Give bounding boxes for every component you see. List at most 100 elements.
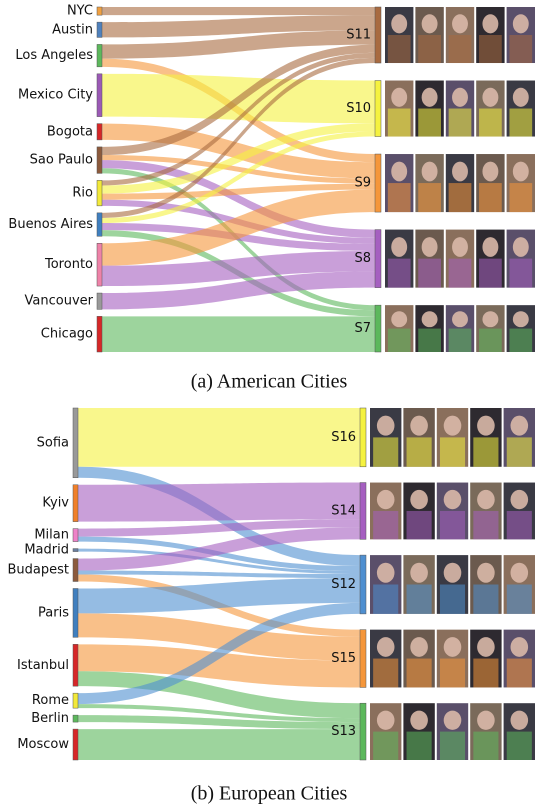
source-node (72, 728, 79, 761)
blurred-face (421, 161, 438, 182)
target-node (374, 304, 382, 353)
photo-clothing (479, 35, 502, 64)
photo-clothing (439, 584, 466, 614)
source-label: Chicago (41, 327, 93, 342)
photo-clothing (506, 437, 532, 467)
blurred-face (376, 637, 395, 657)
photo-clothing (387, 328, 411, 352)
flow (102, 15, 375, 38)
target-label: S7 (354, 321, 371, 336)
blurred-face (510, 415, 529, 436)
photo-clothing (473, 731, 499, 760)
flow (78, 408, 360, 467)
flow (78, 729, 360, 760)
photo-clothing (406, 510, 432, 540)
blurred-face (376, 562, 395, 583)
blurred-face (477, 489, 495, 510)
flow (78, 602, 360, 705)
source-node (96, 6, 103, 16)
target-label: S10 (346, 101, 371, 116)
blurred-face (391, 161, 408, 182)
photo-clothing (448, 35, 472, 64)
source-node (72, 484, 79, 522)
target-label: S9 (354, 176, 371, 191)
target-node (359, 407, 367, 468)
photo-clothing (473, 437, 499, 467)
blurred-face (477, 415, 495, 436)
photo-clothing (387, 183, 411, 213)
photo-clothing (509, 258, 533, 288)
source-node (96, 316, 103, 353)
blurred-face (512, 14, 529, 34)
source-label: Sao Paulo (30, 153, 93, 168)
source-label: Kyiv (42, 496, 69, 511)
target-node (359, 629, 367, 688)
source-node (72, 588, 79, 638)
source-label: Vancouver (25, 294, 94, 309)
flow (78, 527, 360, 571)
blurred-face (410, 562, 428, 583)
source-label: Rio (72, 186, 93, 201)
photo-clothing (373, 658, 399, 688)
source-label: Milan (34, 528, 69, 543)
photo-clothing (448, 108, 472, 137)
blurred-face (443, 710, 462, 730)
target-node (374, 229, 382, 288)
blurred-face (452, 14, 468, 34)
source-label: Los Angeles (15, 48, 93, 63)
photo-clothing (406, 584, 432, 614)
flow (102, 131, 375, 224)
blurred-face (452, 161, 468, 182)
flow (78, 704, 360, 723)
flow (102, 44, 375, 156)
source-node (96, 21, 103, 38)
photo-clothing (418, 35, 441, 64)
source-label: Austin (52, 22, 93, 37)
blurred-face (421, 87, 438, 107)
photo-clothing (506, 584, 532, 614)
target-label: S13 (331, 724, 356, 739)
blurred-face (452, 311, 468, 328)
source-node (72, 548, 79, 552)
photo-clothing (406, 731, 432, 760)
blurred-face (443, 562, 462, 583)
blurred-face (410, 489, 428, 510)
source-label: Rome (32, 693, 69, 708)
target-node (374, 80, 382, 137)
source-label: Paris (38, 605, 69, 620)
source-label: Budapest (8, 563, 70, 578)
blurred-face (452, 237, 468, 257)
source-label: Toronto (44, 257, 93, 272)
photo-clothing (439, 658, 466, 688)
photo-clothing (479, 258, 502, 288)
caption: (b) European Cities (191, 783, 348, 805)
source-node (72, 644, 79, 687)
source-label: Istanbul (17, 658, 69, 673)
blurred-face (376, 415, 395, 436)
blurred-face (421, 14, 438, 34)
target-label: S14 (331, 503, 356, 518)
blurred-face (391, 237, 408, 257)
photo-clothing (479, 108, 502, 137)
flow (102, 316, 375, 352)
photo-clothing (373, 584, 399, 614)
blurred-face (452, 87, 468, 107)
photo-clothing (373, 731, 399, 760)
flow (78, 578, 360, 614)
source-label: Bogota (47, 124, 93, 139)
blurred-face (477, 637, 495, 657)
flow (102, 123, 375, 194)
photo-clothing (448, 183, 472, 213)
blurred-face (391, 14, 408, 34)
flow (78, 644, 360, 688)
photo-clothing (418, 258, 441, 288)
photo-clothing (387, 35, 411, 64)
photo-clothing (448, 258, 472, 288)
photo-clothing (506, 510, 532, 540)
blurred-face (421, 311, 438, 328)
flow (78, 548, 360, 575)
target-node (359, 554, 367, 615)
flow (78, 570, 360, 579)
source-node (96, 292, 103, 310)
target-label: S16 (331, 430, 356, 445)
